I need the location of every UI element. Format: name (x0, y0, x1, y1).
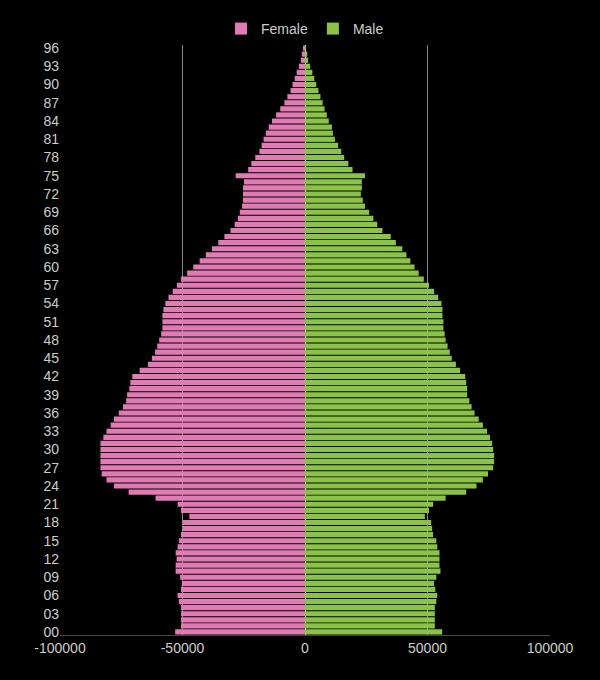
svg-text:27: 27 (43, 460, 59, 476)
svg-text:03: 03 (43, 606, 59, 622)
svg-text:Female: Female (261, 21, 308, 37)
svg-text:-50000: -50000 (161, 640, 205, 656)
svg-text:54: 54 (43, 295, 59, 311)
svg-text:12: 12 (43, 551, 59, 567)
svg-text:81: 81 (43, 131, 59, 147)
svg-text:51: 51 (43, 314, 59, 330)
svg-text:48: 48 (43, 332, 59, 348)
svg-text:69: 69 (43, 204, 59, 220)
svg-text:66: 66 (43, 222, 59, 238)
svg-text:39: 39 (43, 387, 59, 403)
svg-text:90: 90 (43, 76, 59, 92)
svg-text:0: 0 (301, 640, 309, 656)
svg-text:87: 87 (43, 95, 59, 111)
svg-text:63: 63 (43, 241, 59, 257)
svg-text:75: 75 (43, 168, 59, 184)
svg-text:72: 72 (43, 186, 59, 202)
svg-text:42: 42 (43, 368, 59, 384)
svg-text:96: 96 (43, 40, 59, 56)
svg-text:50000: 50000 (408, 640, 447, 656)
svg-text:93: 93 (43, 58, 59, 74)
svg-text:15: 15 (43, 533, 59, 549)
svg-text:45: 45 (43, 350, 59, 366)
svg-text:18: 18 (43, 514, 59, 530)
svg-text:Male: Male (353, 21, 384, 37)
svg-text:24: 24 (43, 478, 59, 494)
svg-text:36: 36 (43, 405, 59, 421)
svg-text:00: 00 (43, 624, 59, 640)
svg-text:33: 33 (43, 423, 59, 439)
svg-text:57: 57 (43, 277, 59, 293)
svg-text:100000: 100000 (527, 640, 574, 656)
svg-text:21: 21 (43, 496, 59, 512)
svg-text:60: 60 (43, 259, 59, 275)
svg-text:30: 30 (43, 441, 59, 457)
svg-text:06: 06 (43, 587, 59, 603)
svg-text:84: 84 (43, 113, 59, 129)
svg-text:-100000: -100000 (34, 640, 86, 656)
svg-text:09: 09 (43, 569, 59, 585)
svg-text:78: 78 (43, 149, 59, 165)
